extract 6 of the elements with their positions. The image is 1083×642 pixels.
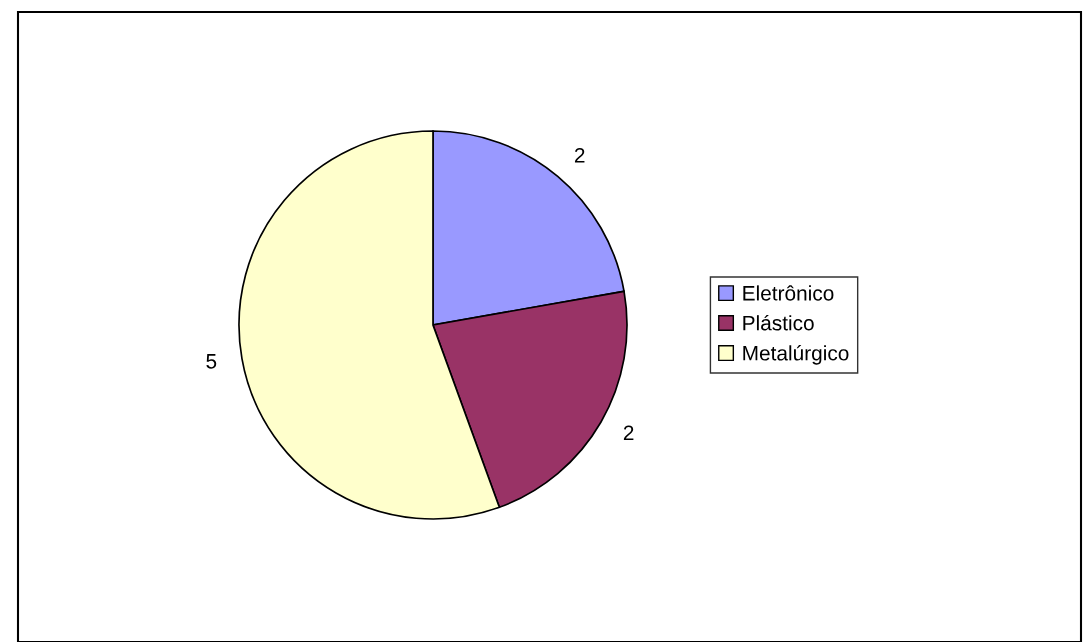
data-label: 2: [623, 425, 634, 440]
legend-label: Plástico: [743, 314, 814, 331]
data-label: 2: [574, 147, 585, 163]
legend-label: Eletrônico: [743, 285, 834, 301]
data-label: 5: [206, 354, 217, 369]
legend-label: Metalúrgico: [743, 345, 849, 365]
